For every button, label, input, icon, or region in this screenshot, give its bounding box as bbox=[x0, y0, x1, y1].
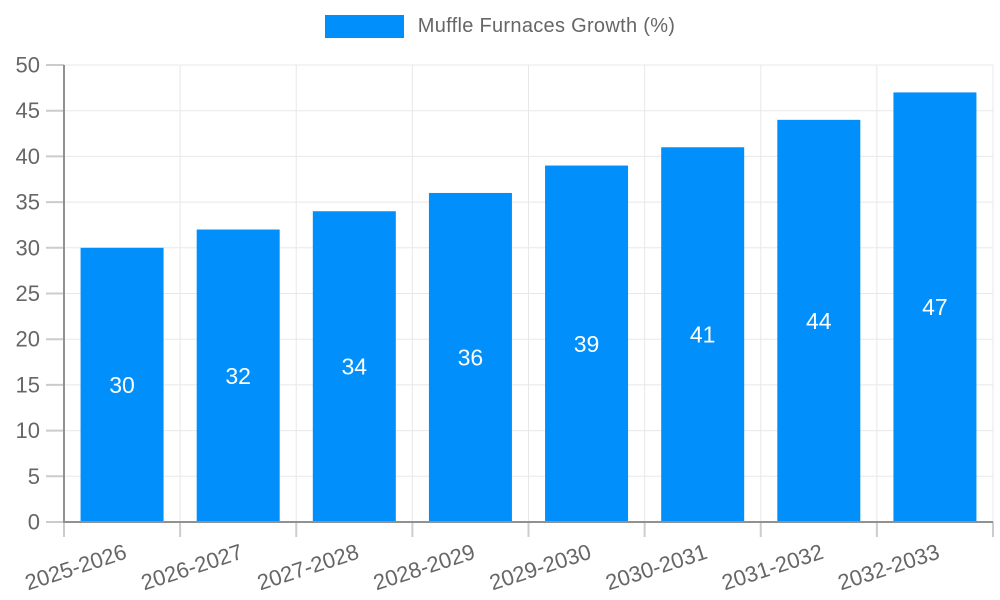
y-tick-label: 40 bbox=[16, 144, 40, 169]
bar[interactable] bbox=[428, 192, 512, 522]
y-tick-label: 35 bbox=[16, 190, 40, 215]
legend-swatch bbox=[324, 15, 404, 38]
x-tick-label: 2029-2030 bbox=[486, 539, 594, 595]
x-tick-label: 2030-2031 bbox=[602, 539, 710, 595]
bar[interactable] bbox=[777, 119, 861, 522]
bar-value-label: 41 bbox=[690, 322, 716, 348]
bar-value-label: 30 bbox=[109, 372, 135, 398]
legend-label: Muffle Furnaces Growth (%) bbox=[417, 15, 676, 37]
bar[interactable] bbox=[545, 165, 629, 523]
bar-value-label: 44 bbox=[806, 308, 832, 334]
bar[interactable] bbox=[196, 229, 280, 522]
legend[interactable]: Muffle Furnaces Growth (%) bbox=[0, 15, 1000, 38]
x-tick-label: 2031-2032 bbox=[719, 539, 827, 595]
bar-value-label: 36 bbox=[458, 344, 484, 370]
y-tick-label: 0 bbox=[28, 510, 40, 535]
y-tick-label: 5 bbox=[28, 464, 40, 489]
y-tick-label: 50 bbox=[16, 53, 40, 78]
bar[interactable] bbox=[312, 211, 396, 523]
y-tick-label: 30 bbox=[16, 235, 40, 260]
bar[interactable] bbox=[893, 92, 977, 523]
x-tick-label: 2026-2027 bbox=[138, 539, 246, 595]
bar-value-label: 47 bbox=[922, 294, 948, 320]
y-tick-label: 15 bbox=[16, 372, 40, 397]
bar-value-label: 32 bbox=[225, 363, 251, 389]
bar[interactable] bbox=[80, 247, 164, 523]
x-tick-label: 2027-2028 bbox=[254, 539, 362, 595]
x-tick-label: 2025-2026 bbox=[22, 539, 130, 595]
y-tick-label: 10 bbox=[16, 418, 40, 443]
x-tick-label: 2028-2029 bbox=[370, 539, 478, 595]
y-tick-label: 45 bbox=[16, 98, 40, 123]
y-tick-label: 20 bbox=[16, 327, 40, 352]
bar-value-label: 34 bbox=[342, 354, 368, 380]
bar[interactable] bbox=[661, 147, 745, 522]
x-tick-label: 2032-2033 bbox=[835, 539, 943, 595]
y-tick-label: 25 bbox=[16, 281, 40, 306]
bar-value-label: 39 bbox=[574, 331, 600, 357]
